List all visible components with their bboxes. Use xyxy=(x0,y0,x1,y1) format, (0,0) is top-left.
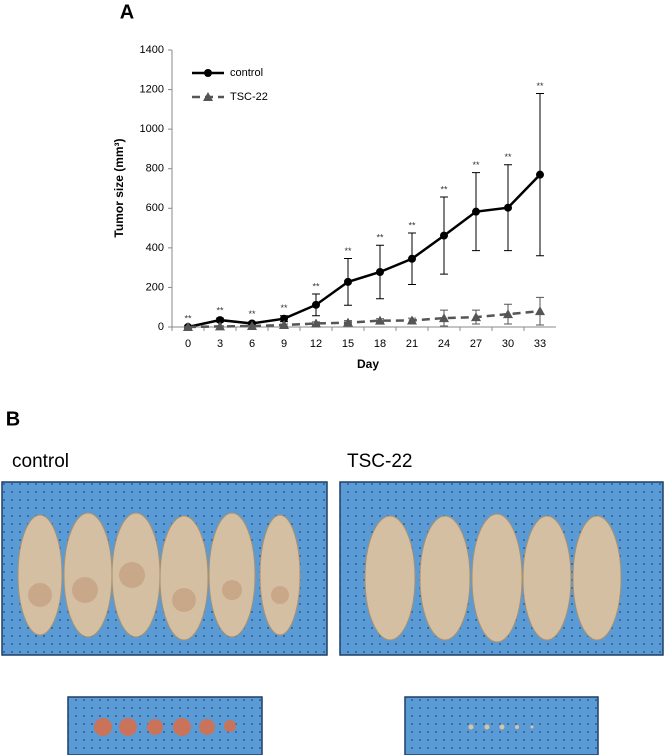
series-line xyxy=(187,173,541,329)
data-point xyxy=(408,254,416,263)
photo-tsc22-mice xyxy=(339,481,664,656)
data-point xyxy=(216,316,224,325)
significance-label: ** xyxy=(248,309,256,319)
data-point xyxy=(536,170,544,179)
photo-control-tumors xyxy=(67,696,263,755)
x-tick-label: 21 xyxy=(406,338,418,350)
photo-control-mice xyxy=(1,481,328,656)
legend-label: TSC-22 xyxy=(230,91,268,103)
y-tick-label: 1000 xyxy=(140,123,164,135)
data-point xyxy=(504,203,512,212)
x-tick-label: 30 xyxy=(502,338,514,350)
x-tick-label: 18 xyxy=(374,338,386,350)
group-label: TSC-22 xyxy=(347,451,412,472)
significance-label: ** xyxy=(344,246,352,256)
data-point xyxy=(407,315,417,325)
data-point xyxy=(375,315,385,325)
y-tick-label: 1200 xyxy=(140,83,164,95)
x-tick-label: 0 xyxy=(185,338,191,350)
legend-label: control xyxy=(230,67,263,79)
significance-label: ** xyxy=(312,281,320,291)
x-tick-label: 6 xyxy=(249,338,255,350)
data-point xyxy=(343,317,353,327)
data-point xyxy=(183,322,193,331)
panel-label: A xyxy=(120,1,134,23)
panel-label: B xyxy=(6,408,20,430)
significance-label: ** xyxy=(408,220,416,230)
significance-label: ** xyxy=(536,81,544,91)
x-tick-label: 12 xyxy=(310,338,322,350)
y-tick-label: 1400 xyxy=(140,44,164,56)
series-line xyxy=(187,309,541,329)
data-point xyxy=(280,314,288,323)
x-tick-label: 33 xyxy=(534,338,546,350)
data-point xyxy=(312,300,320,309)
significance-label: ** xyxy=(184,313,192,323)
data-point xyxy=(311,318,321,328)
x-tick-label: 15 xyxy=(342,338,354,350)
y-tick-label: 800 xyxy=(146,163,164,175)
significance-label: ** xyxy=(216,305,224,315)
data-point xyxy=(376,267,384,276)
data-point xyxy=(279,320,289,330)
y-tick-label: 0 xyxy=(158,321,164,333)
significance-label: ** xyxy=(440,184,448,194)
significance-label: ** xyxy=(376,233,384,243)
significance-label: ** xyxy=(472,160,480,170)
x-tick-label: 3 xyxy=(217,338,223,350)
y-axis-label: Tumor size (mm³) xyxy=(112,138,126,237)
data-point xyxy=(344,277,352,286)
data-point xyxy=(471,312,481,322)
photo-tsc22-tumors xyxy=(404,696,599,755)
data-point xyxy=(247,321,257,331)
legend-marker xyxy=(204,69,212,77)
data-point xyxy=(215,321,225,331)
significance-label: ** xyxy=(504,152,512,162)
y-tick-label: 600 xyxy=(146,202,164,214)
data-point xyxy=(439,313,449,323)
significance-label: ** xyxy=(280,303,288,313)
x-axis-label: Day xyxy=(357,357,379,371)
legend-marker xyxy=(203,92,213,101)
x-tick-label: 24 xyxy=(438,338,450,350)
y-tick-label: 400 xyxy=(146,242,164,254)
x-tick-label: 27 xyxy=(470,338,482,350)
data-point xyxy=(440,231,448,240)
data-point xyxy=(472,207,480,216)
data-point xyxy=(535,306,545,316)
x-tick-label: 9 xyxy=(281,338,287,350)
group-label: control xyxy=(12,451,69,472)
y-tick-label: 200 xyxy=(146,281,164,293)
data-point xyxy=(503,309,513,319)
